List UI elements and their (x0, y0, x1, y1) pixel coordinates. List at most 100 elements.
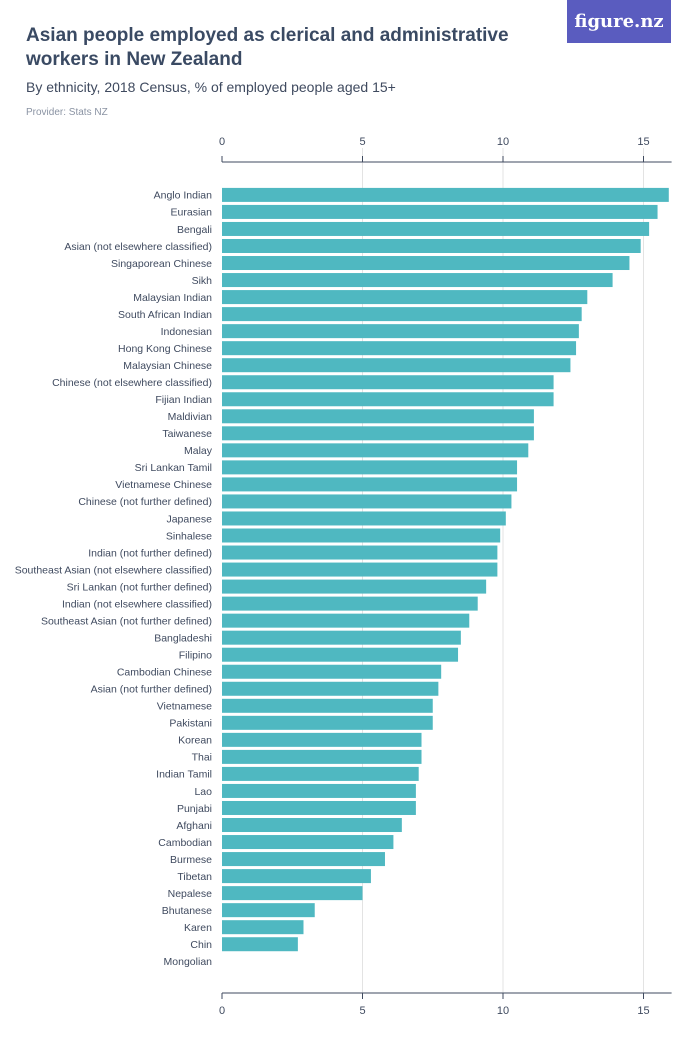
category-label: Bengali (177, 224, 212, 236)
bar (222, 800, 416, 815)
bar (222, 732, 422, 747)
bar (222, 477, 518, 492)
category-label: Tibetan (177, 871, 212, 883)
bar (222, 545, 498, 560)
x-tick-label-top: 10 (497, 136, 509, 148)
category-label: Asian (not elsewhere classified) (64, 241, 212, 253)
category-label: Sikh (192, 275, 213, 287)
category-label: Hong Kong Chinese (118, 343, 212, 355)
bar (222, 681, 439, 696)
category-label: Cambodian Chinese (117, 667, 212, 679)
bar (222, 392, 554, 407)
category-label: Indian (not elsewhere classified) (62, 598, 212, 610)
category-label: Malaysian Indian (133, 292, 212, 304)
bar (222, 324, 579, 339)
bar (222, 460, 518, 475)
category-label: Sinhalese (166, 530, 212, 542)
bar (222, 204, 658, 219)
bar (222, 256, 630, 271)
category-label: Nepalese (168, 888, 213, 900)
chart-title: Asian people employed as clerical and ad… (26, 25, 509, 70)
bar (222, 221, 650, 236)
bar (222, 766, 419, 781)
bar (222, 238, 641, 253)
x-tick-label-bottom: 5 (359, 1005, 365, 1017)
category-label: Filipino (179, 650, 212, 662)
bar (222, 409, 534, 424)
bar (222, 749, 422, 764)
bar (222, 647, 459, 662)
category-label: Southeast Asian (not further defined) (41, 615, 212, 627)
category-label: Bhutanese (162, 905, 212, 917)
x-tick-label-bottom: 15 (637, 1005, 649, 1017)
figure-nz-logo[interactable]: figure.nz (567, 0, 671, 43)
bar (222, 920, 304, 935)
category-label: Taiwanese (162, 428, 212, 440)
bar (222, 937, 298, 952)
bar (222, 273, 613, 288)
bar (222, 852, 385, 867)
bar (222, 579, 487, 594)
chart-subtitle: By ethnicity, 2018 Census, % of employed… (26, 79, 396, 95)
category-label: Japanese (166, 513, 212, 525)
category-label: Vietnamese (157, 701, 212, 713)
bar (222, 835, 394, 850)
x-tick-label-top: 15 (637, 136, 649, 148)
provider-credit: Provider: Stats NZ (26, 107, 108, 118)
category-label: Anglo Indian (154, 190, 213, 202)
category-label: Indian Tamil (156, 769, 212, 781)
category-label: Malay (184, 445, 213, 457)
category-label: Pakistani (169, 718, 212, 730)
category-label: Singaporean Chinese (111, 258, 212, 270)
bar (222, 562, 498, 577)
bar (222, 613, 470, 628)
category-label: Chin (190, 939, 212, 951)
category-label: Cambodian (158, 837, 212, 849)
bar (222, 494, 512, 509)
bar (222, 715, 433, 730)
bar (222, 358, 571, 373)
logo-text: figure.nz (574, 11, 664, 32)
bar (222, 511, 506, 526)
bar (222, 869, 371, 884)
bar (222, 426, 534, 441)
category-label: Sri Lankan (not further defined) (67, 581, 212, 593)
category-label: Korean (178, 735, 212, 747)
bar (222, 443, 529, 458)
bar (222, 290, 588, 305)
category-label: Burmese (170, 854, 212, 866)
category-label: Southeast Asian (not elsewhere classifie… (15, 564, 212, 576)
x-tick-label-top: 5 (359, 136, 365, 148)
category-label: South African Indian (118, 309, 212, 321)
x-tick-label-bottom: 0 (219, 1005, 225, 1017)
bar (222, 187, 669, 202)
category-label: Fijian Indian (155, 394, 212, 406)
bar (222, 630, 461, 645)
bar (222, 596, 478, 611)
category-label: Thai (192, 752, 212, 764)
category-label: Lao (194, 786, 212, 798)
bar (222, 528, 501, 543)
bar (222, 903, 315, 918)
category-label: Maldivian (168, 411, 213, 423)
x-tick-label-top: 0 (219, 136, 225, 148)
category-label: Indonesian (161, 326, 213, 338)
bar (222, 783, 416, 798)
category-label: Chinese (not further defined) (78, 496, 212, 508)
bar (222, 698, 433, 713)
category-label: Sri Lankan Tamil (135, 462, 212, 474)
category-label: Malaysian Chinese (123, 360, 212, 372)
bar (222, 886, 363, 901)
bar (222, 307, 582, 322)
x-tick-label-bottom: 10 (497, 1005, 509, 1017)
category-label: Karen (184, 922, 212, 934)
bar (222, 375, 554, 390)
category-label: Asian (not further defined) (91, 684, 212, 696)
bar (222, 341, 577, 356)
category-label: Eurasian (171, 207, 213, 219)
category-label: Indian (not further defined) (88, 547, 212, 559)
category-label: Bangladeshi (154, 632, 212, 644)
category-label: Mongolian (164, 956, 213, 968)
category-label: Chinese (not elsewhere classified) (52, 377, 212, 389)
